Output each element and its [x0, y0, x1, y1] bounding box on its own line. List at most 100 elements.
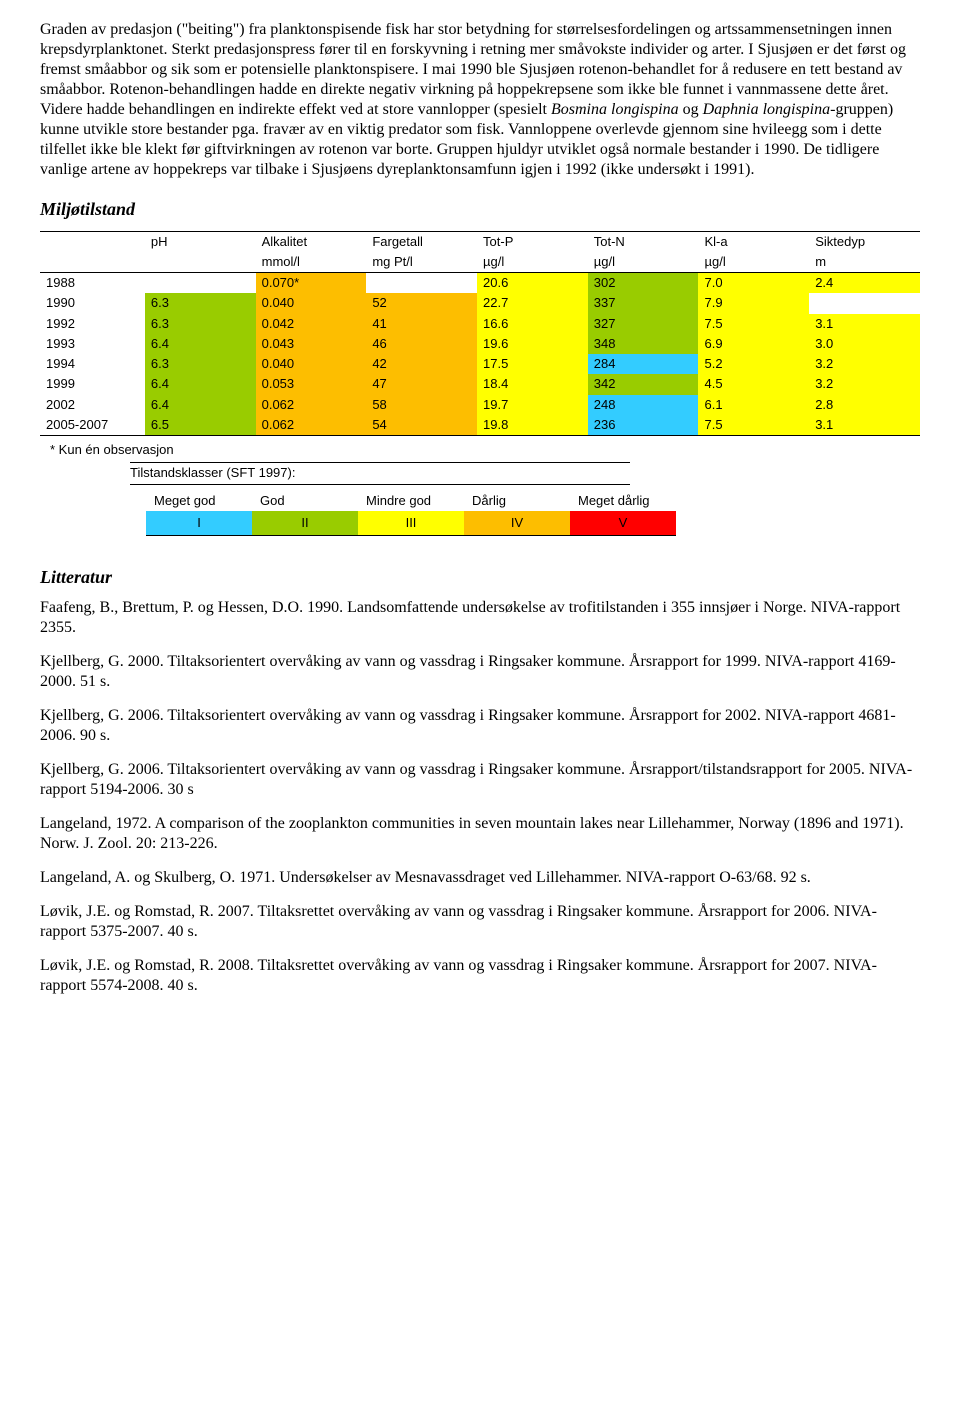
cell-value: 327 [588, 314, 699, 334]
cell-value: 6.4 [145, 395, 256, 415]
cell-year: 1992 [40, 314, 145, 334]
reference: Langeland, A. og Skulberg, O. 1971. Unde… [40, 868, 920, 888]
cell-year: 1990 [40, 293, 145, 313]
cell-value: 47 [366, 374, 477, 394]
table-row: 19906.30.0405222.73377.9 [40, 293, 920, 313]
cell-value: 20.6 [477, 273, 588, 294]
table-row: 19946.30.0404217.52845.23.2 [40, 354, 920, 374]
legend-class: I [146, 511, 252, 536]
cell-value: 41 [366, 314, 477, 334]
cell-value: 3.1 [809, 415, 920, 436]
cell-value: 0.053 [256, 374, 367, 394]
cell-value: 54 [366, 415, 477, 436]
table-row: 19996.40.0534718.43424.53.2 [40, 374, 920, 394]
cell-value: 4.5 [698, 374, 809, 394]
col-year [40, 231, 145, 252]
cell-value: 7.5 [698, 415, 809, 436]
col-unit: mmol/l [256, 252, 367, 273]
table-row: 20026.40.0625819.72486.12.8 [40, 395, 920, 415]
cell-value: 52 [366, 293, 477, 313]
reference: Faafeng, B., Brettum, P. og Hessen, D.O.… [40, 598, 920, 638]
legend-class: IV [464, 511, 570, 536]
col-unit: m [809, 252, 920, 273]
cell-value: 6.4 [145, 374, 256, 394]
cell-year: 2002 [40, 395, 145, 415]
cell-value: 0.043 [256, 334, 367, 354]
cell-value: 3.1 [809, 314, 920, 334]
col-unit [40, 252, 145, 273]
cell-value: 0.040 [256, 293, 367, 313]
intro-paragraph: Graden av predasjon ("beiting") fra plan… [40, 20, 920, 180]
cell-year: 1988 [40, 273, 145, 294]
cell-value: 6.1 [698, 395, 809, 415]
legend-label: Meget dårlig [570, 491, 676, 511]
col-unit: mg Pt/l [366, 252, 477, 273]
cell-value: 348 [588, 334, 699, 354]
cell-value: 6.3 [145, 354, 256, 374]
cell-value: 7.5 [698, 314, 809, 334]
cell-value: 284 [588, 354, 699, 374]
cell-value: 6.5 [145, 415, 256, 436]
col-header: Tot-N [588, 231, 699, 252]
cell-value: 7.9 [698, 293, 809, 313]
cell-value: 248 [588, 395, 699, 415]
cell-value: 6.3 [145, 293, 256, 313]
reference: Løvik, J.E. og Romstad, R. 2007. Tiltaks… [40, 902, 920, 942]
reference: Kjellberg, G. 2000. Tiltaksorientert ove… [40, 652, 920, 692]
cell-value: 6.3 [145, 314, 256, 334]
cell-value: 3.2 [809, 374, 920, 394]
cell-value [145, 273, 256, 294]
cell-value: 18.4 [477, 374, 588, 394]
table-row: 19936.40.0434619.63486.93.0 [40, 334, 920, 354]
cell-value: 0.062 [256, 395, 367, 415]
cell-value: 58 [366, 395, 477, 415]
cell-value: 46 [366, 334, 477, 354]
col-header: Siktedyp [809, 231, 920, 252]
cell-value: 342 [588, 374, 699, 394]
cell-value: 5.2 [698, 354, 809, 374]
cell-value: 42 [366, 354, 477, 374]
col-header: pH [145, 231, 256, 252]
cell-value: 22.7 [477, 293, 588, 313]
cell-value [366, 273, 477, 294]
cell-value: 3.2 [809, 354, 920, 374]
cell-value: 6.9 [698, 334, 809, 354]
col-unit: µg/l [477, 252, 588, 273]
heading-miljotilstand: Miljøtilstand [40, 198, 920, 221]
cell-value: 337 [588, 293, 699, 313]
col-unit: µg/l [588, 252, 699, 273]
legend-class: II [252, 511, 358, 536]
reference: Langeland, 1972. A comparison of the zoo… [40, 814, 920, 854]
cell-value: 19.8 [477, 415, 588, 436]
cell-year: 2005-2007 [40, 415, 145, 436]
cell-value: 236 [588, 415, 699, 436]
cell-value [809, 293, 920, 313]
cell-value: 0.070* [256, 273, 367, 294]
legend-class: V [570, 511, 676, 536]
miljo-table: pHAlkalitetFargetallTot-PTot-NKl-aSikted… [40, 231, 920, 437]
table-row: 2005-20076.50.0625419.82367.53.1 [40, 415, 920, 436]
reference: Kjellberg, G. 2006. Tiltaksorientert ove… [40, 760, 920, 800]
cell-value: 0.042 [256, 314, 367, 334]
reference: Kjellberg, G. 2006. Tiltaksorientert ove… [40, 706, 920, 746]
legend-label: God [252, 491, 358, 511]
legend-label: Mindre god [358, 491, 464, 511]
legend-class: III [358, 511, 464, 536]
cell-year: 1999 [40, 374, 145, 394]
cell-year: 1993 [40, 334, 145, 354]
cell-value: 2.8 [809, 395, 920, 415]
cell-value: 7.0 [698, 273, 809, 294]
table-row: 1988 0.070* 20.63027.02.4 [40, 273, 920, 294]
col-header: Alkalitet [256, 231, 367, 252]
cell-year: 1994 [40, 354, 145, 374]
legend-label: Meget god [146, 491, 252, 511]
cell-value: 2.4 [809, 273, 920, 294]
cell-value: 302 [588, 273, 699, 294]
cell-value: 17.5 [477, 354, 588, 374]
cell-value: 19.6 [477, 334, 588, 354]
col-header: Kl-a [698, 231, 809, 252]
legend-table: Meget godGodMindre godDårligMeget dårlig… [122, 491, 676, 536]
heading-litteratur: Litteratur [40, 566, 920, 589]
reference: Løvik, J.E. og Romstad, R. 2008. Tiltaks… [40, 956, 920, 996]
cell-value: 0.062 [256, 415, 367, 436]
